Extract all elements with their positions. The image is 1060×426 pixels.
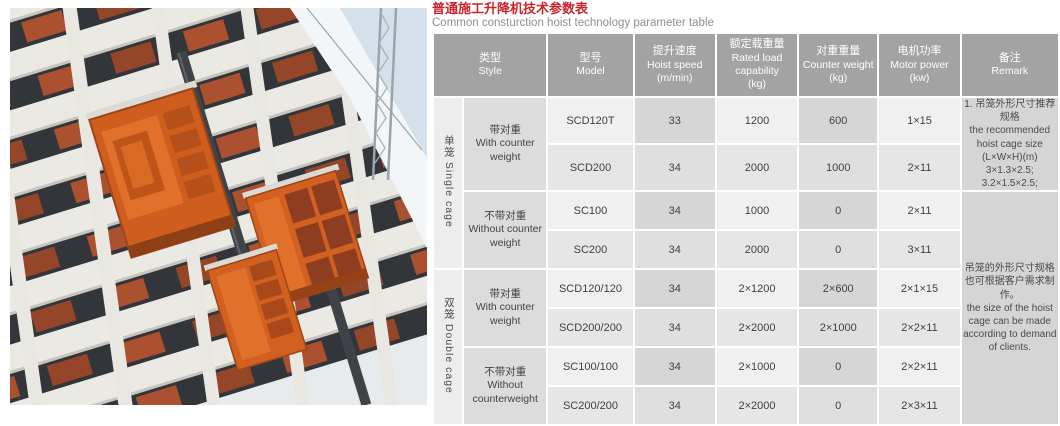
- remark-line: (L×W×H)(m): [982, 151, 1038, 163]
- power-cell: 2×2×11: [879, 309, 960, 347]
- load-cell: 2000: [716, 145, 798, 191]
- header-motor-power: 电机功率 Motor power (kw): [879, 34, 960, 96]
- building-photo-illustration: [10, 8, 427, 405]
- cage-type-cell: 单笼 Single cage: [434, 98, 463, 269]
- remark-line: the recommended hoist cage size: [969, 125, 1051, 150]
- counter-cell: 0: [799, 231, 878, 269]
- speed-cell: 34: [634, 348, 715, 386]
- counter-cell: 0: [799, 192, 878, 230]
- counter-cell: 0: [799, 387, 878, 425]
- model-cell: SC200: [548, 231, 633, 269]
- table-row: 双笼 Double cage 带对重 With counter weight SCD1…: [434, 270, 1058, 425]
- header-hoist-speed: 提升速度 Hoist speed (m/min): [634, 34, 715, 96]
- table-row: 单笼 Single cage 带对重 With counter weight SCD1…: [434, 98, 1058, 269]
- header-counter-weight: 对重重量 Counter weight (kg): [799, 34, 878, 96]
- facade-columns: [10, 8, 413, 405]
- table-header-row: 类型 Style 型号 Model 提升速度 Hoist speed (m/mi…: [434, 34, 1058, 96]
- model-cell: SCD120T: [548, 98, 633, 144]
- cage-type-cell: 双笼 Double cage: [434, 270, 463, 425]
- remark-line: the size of the hoist cage can be made a…: [963, 302, 1057, 354]
- table-row: SCD200 34 2000 1000 2×11: [434, 145, 1058, 191]
- tower-crane: [306, 8, 423, 181]
- weight-group-cell: 带对重 With counter weight: [464, 98, 547, 191]
- page-title: 普通施工升降机技术参数表: [432, 1, 589, 16]
- speed-cell: 34: [634, 387, 715, 425]
- power-cell: 2×11: [879, 145, 960, 191]
- weight-group-label-en: Without counterweight: [472, 379, 538, 406]
- page-subtitle: Common consturction hoist technology par…: [432, 17, 714, 29]
- cage-type-label: 单笼 Single cage: [442, 135, 455, 229]
- remark-line: 吊笼的外形尺寸规格也可根据客户需求制作。: [964, 263, 1055, 301]
- model-cell: SCD120/120: [548, 270, 633, 308]
- counter-cell: 600: [799, 98, 878, 144]
- cage-type-label: 双笼 Double cage: [442, 297, 455, 395]
- power-cell: 1×15: [879, 98, 960, 144]
- remark-line: 1. 吊笼外形尺寸推荐规格: [964, 99, 1056, 124]
- parameter-table: 类型 Style 型号 Model 提升速度 Hoist speed (m/mi…: [432, 32, 1060, 426]
- load-cell: 2000: [716, 231, 798, 269]
- power-cell: 2×1×15: [879, 270, 960, 308]
- load-cell: 2×2000: [716, 309, 798, 347]
- weight-group-cell: 不带对重 Without counterweight: [464, 348, 547, 425]
- weight-group-cell: 带对重 With counter weight: [464, 270, 547, 347]
- power-cell: 3×11: [879, 231, 960, 269]
- model-cell: SC200/200: [548, 387, 633, 425]
- parameter-table-body: 单笼 Single cage 带对重 With counter weight SCD1…: [434, 98, 1058, 425]
- speed-cell: 34: [634, 145, 715, 191]
- load-cell: 1000: [716, 192, 798, 230]
- load-cell: 2×1200: [716, 270, 798, 308]
- model-cell: SC100/100: [548, 348, 633, 386]
- power-cell: 2×2×11: [879, 348, 960, 386]
- model-cell: SCD200: [548, 145, 633, 191]
- table-row: 不带对重 Without counter weight SC100 34 1000 0 2×…: [434, 192, 1058, 425]
- weight-group-label-cn: 不带对重: [484, 365, 527, 378]
- hoist-cage-bottom: [203, 243, 308, 372]
- header-remark: 备注 Remark: [961, 34, 1058, 96]
- table-row: SC200 34 2000 0 3×11: [434, 231, 1058, 269]
- construction-hoist-photo: [10, 8, 427, 405]
- weight-group-label-en: With counter weight: [475, 301, 535, 328]
- speed-cell: 34: [634, 192, 715, 230]
- counter-cell: 2×600: [799, 270, 878, 308]
- table-row: SCD200/200 34 2×2000 2×1000 2×2×11: [434, 309, 1058, 347]
- power-cell: 2×3×11: [879, 387, 960, 425]
- load-cell: 1200: [716, 98, 798, 144]
- remark-cell: 吊笼的外形尺寸规格也可根据客户需求制作。 the size of the hois…: [961, 192, 1058, 425]
- counter-cell: 2×1000: [799, 309, 878, 347]
- remark-line: 3.2×1.5×2.5;: [981, 178, 1038, 190]
- model-cell: SCD200/200: [548, 309, 633, 347]
- remark-line: 3×1.3×2.5;: [985, 164, 1034, 176]
- weight-group-label-cn: 不带对重: [484, 209, 527, 222]
- header-model: 型号 Model: [548, 34, 633, 96]
- power-cell: 2×11: [879, 192, 960, 230]
- hoist-cage-left: [85, 50, 258, 289]
- parameter-section: 普通施工升降机技术参数表 Common consturction hoist t…: [432, 1, 1060, 426]
- model-cell: SC100: [548, 192, 633, 230]
- weight-group-label-en: With counter weight: [475, 137, 535, 163]
- crane-cable: [306, 8, 423, 151]
- speed-cell: 34: [634, 231, 715, 269]
- weight-group-label-en: Without counter weight: [468, 223, 542, 250]
- load-cell: 2×2000: [716, 387, 798, 425]
- counter-cell: 0: [799, 348, 878, 386]
- weight-group-label-cn: 带对重: [489, 123, 521, 136]
- speed-cell: 34: [634, 309, 715, 347]
- load-cell: 2×1000: [716, 348, 798, 386]
- remark-cell: 1. 吊笼外形尺寸推荐规格 the recommended hoist cage …: [961, 98, 1058, 191]
- speed-cell: 33: [634, 98, 715, 144]
- weight-group-label-cn: 带对重: [489, 287, 521, 300]
- header-style: 类型 Style: [434, 34, 547, 96]
- weight-group-cell: 不带对重 Without counter weight: [464, 192, 547, 269]
- header-rated-load: 额定载重量 Rated load capability (kg): [716, 34, 798, 96]
- speed-cell: 34: [634, 270, 715, 308]
- counter-cell: 1000: [799, 145, 878, 191]
